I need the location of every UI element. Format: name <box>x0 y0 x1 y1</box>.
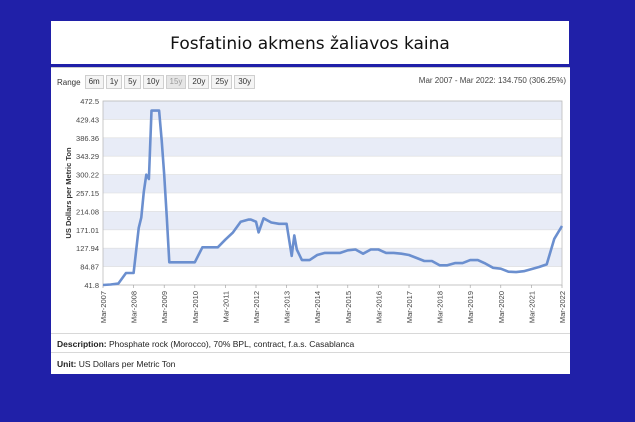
range-button-6m[interactable]: 6m <box>84 75 104 89</box>
x-tick-label: Mar-2010 <box>191 291 200 323</box>
description: Description: Phosphate rock (Morocco), 7… <box>57 339 354 349</box>
range-button-20y[interactable]: 20y <box>188 75 210 89</box>
x-tick-label: Mar-2013 <box>283 291 292 323</box>
y-tick-label: 41.8 <box>84 281 99 290</box>
x-tick-label: Mar-2007 <box>99 291 108 323</box>
description-text: Phosphate rock (Morocco), 70% BPL, contr… <box>108 339 355 349</box>
page-title: Fosfatinio akmens žaliavos kaina <box>170 34 450 54</box>
grid-band <box>103 101 562 120</box>
x-tick-label: Mar-2022 <box>558 291 567 323</box>
y-axis-label: US Dollars per Metric Ton <box>64 147 73 239</box>
range-button-10y[interactable]: 10y <box>142 75 164 89</box>
divider <box>51 352 570 353</box>
title-box: Fosfatinio akmens žaliavos kaina <box>51 21 569 64</box>
range-info: Mar 2007 - Mar 2022: 134.750 (306.25%) <box>418 76 566 85</box>
x-tick-label: Mar-2018 <box>436 291 445 323</box>
grid-band <box>103 174 562 193</box>
plot-frame <box>102 100 563 286</box>
chart-panel: Range 6m 1y 5y 10y 15y 20y 25y 30y Mar 2… <box>51 67 570 374</box>
x-tick-label: Mar-2019 <box>466 291 475 323</box>
unit-text: US Dollars per Metric Ton <box>78 359 176 369</box>
price-line <box>102 109 564 287</box>
y-tick-label: 386.36 <box>76 134 99 143</box>
y-tick-label: 343.29 <box>76 152 99 161</box>
y-tick-label: 472.5 <box>80 97 99 106</box>
x-tick-label: Mar-2008 <box>130 291 139 323</box>
y-tick-label: 300.22 <box>76 171 99 180</box>
range-label: Range <box>57 77 81 87</box>
x-tick-label: Mar-2012 <box>252 291 261 323</box>
range-button-1y[interactable]: 1y <box>105 75 123 89</box>
divider <box>51 333 570 334</box>
range-button-15y[interactable]: 15y <box>165 75 187 89</box>
x-tick-label: Mar-2021 <box>527 291 536 323</box>
x-tick-label: Mar-2014 <box>313 291 322 323</box>
x-tick-label: Mar-2009 <box>160 291 169 323</box>
y-tick-label: 127.94 <box>76 244 99 253</box>
price-chart: 41.8 84.87 127.94 171.01 214.08 257.15 300.22 3… <box>64 97 567 323</box>
y-tick-label: 257.15 <box>76 189 99 198</box>
grid-band <box>103 137 562 157</box>
grid-band <box>103 248 562 267</box>
x-tick-label: Mar-2011 <box>221 291 230 323</box>
y-tick-label: 429.43 <box>76 115 99 124</box>
range-selector: Range 6m 1y 5y 10y 15y 20y 25y 30y <box>57 75 257 89</box>
x-tick-label: Mar-2016 <box>374 291 383 323</box>
x-tick-label: Mar-2020 <box>497 291 506 323</box>
range-button-30y[interactable]: 30y <box>234 75 256 89</box>
range-button-5y[interactable]: 5y <box>124 75 141 89</box>
unit-label: Unit: <box>57 359 77 369</box>
description-label: Description: <box>57 339 107 349</box>
x-tick-label: Mar-2017 <box>405 291 414 323</box>
unit: Unit: US Dollars per Metric Ton <box>57 359 175 369</box>
y-tick-label: 171.01 <box>76 226 99 235</box>
y-tick-label: 84.87 <box>80 263 99 272</box>
x-tick-label: Mar-2015 <box>344 291 353 323</box>
grid-band <box>103 211 562 230</box>
range-button-25y[interactable]: 25y <box>211 75 233 89</box>
y-tick-label: 214.08 <box>76 207 99 216</box>
